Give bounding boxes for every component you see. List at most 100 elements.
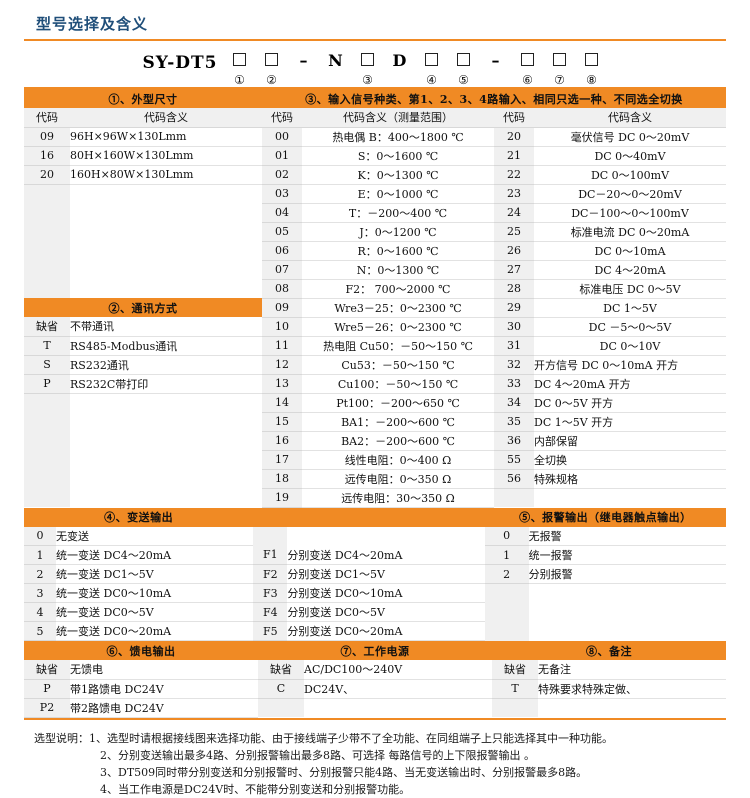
meaning-cell: 分别变送 DC0～20mA — [287, 621, 485, 641]
code-cell: 30 — [494, 317, 534, 337]
col-header-meaning: 代码含义 — [534, 108, 726, 128]
meaning-cell: AC/DC100～240V — [304, 660, 492, 680]
code-cell: 缺省 — [492, 660, 538, 680]
code-cell: 09 — [262, 298, 302, 318]
table-row: 03 E：0～1000 ℃ 23 DC－20～0～20mV — [24, 184, 726, 204]
code-cell: S — [24, 355, 70, 375]
table-row: 15 BA1：－200～600 ℃ 35 DC 1～5V 开方 — [24, 412, 726, 432]
meaning-cell: 统一报警 — [528, 545, 726, 565]
slot-number: ⑦ — [554, 73, 565, 87]
code-cell-empty — [24, 222, 70, 241]
code-cell: 07 — [262, 260, 302, 280]
code-cell: 2 — [484, 564, 529, 584]
model-code-slots: ① ② – N ③ D ④ ⑤ – ⑥ ⑦ ⑧ — [223, 51, 607, 87]
table-row: S RS232通讯 12 Cu53：－50～150 ℃ 32 开方信号 DC 0～10mA… — [24, 355, 726, 375]
bottom-rule — [24, 717, 726, 720]
code-cell: 04 — [262, 203, 302, 223]
meaning-cell-empty — [70, 222, 262, 241]
meaning-cell: Wre5－26：0～2300 ℃ — [302, 317, 494, 337]
meaning-cell: RS232通讯 — [70, 355, 262, 375]
meaning-cell: 标准电压 DC 0～5V — [534, 279, 726, 299]
meaning-cell: DC 0～5V 开方 — [534, 393, 726, 413]
meaning-cell: 分别变送 DC4～20mA — [287, 545, 485, 565]
model-code-line: SY-DT5 ① ② – N ③ D ④ ⑤ – ⑥ ⑦ ⑧ — [0, 51, 750, 87]
col-header-meaning: 代码含义（测量范围） — [302, 108, 494, 128]
hyphen-text: – — [299, 51, 308, 70]
code-cell: 31 — [494, 336, 534, 356]
spec-table-top: ①、外型尺寸 ③、输入信号种类、第1、2、3、4路输入、相同只选一种、不同选全切换… — [24, 89, 726, 508]
code-cell: 32 — [494, 355, 534, 375]
meaning-cell-empty — [528, 583, 726, 603]
meaning-cell: 96H×96W×130Lmm — [70, 127, 262, 147]
meaning-cell: Wre3－25：0～2300 ℃ — [302, 298, 494, 318]
code-cell: 17 — [262, 450, 302, 470]
meaning-cell: 无馈电 — [70, 660, 258, 680]
checkbox-icon — [424, 53, 438, 66]
code-cell: F4 — [253, 602, 288, 622]
table-row: 5 统一变送 DC0～20mA F5 分别变送 DC0～20mA — [24, 621, 726, 641]
meaning-cell: 统一变送 DC0～10mA — [56, 583, 254, 603]
note-item: 3、DT509同时带分别变送和分别报警时、分别报警只能4路、当无变送输出时、分别… — [100, 765, 588, 779]
code-cell: 27 — [494, 260, 534, 280]
code-cell: 缺省 — [258, 660, 304, 680]
meaning-cell: 统一变送 DC4～20mA — [56, 545, 254, 565]
note-item: 2、分别变送输出最多4路、分别报警输出最多8路、可选择 每路信号的上下限报警输出… — [100, 748, 535, 762]
code-cell: P — [24, 374, 70, 394]
meaning-cell: 远传电阻：30～350 Ω — [302, 488, 494, 508]
code-cell-empty — [258, 698, 304, 717]
page-title: 型号选择及含义 — [36, 15, 149, 33]
meaning-cell: 无变送 — [56, 526, 254, 546]
code-cell: 00 — [262, 127, 302, 147]
code-cell: 05 — [262, 222, 302, 242]
meaning-cell: 内部保留 — [534, 431, 726, 451]
meaning-cell: BA2：－200～600 ℃ — [302, 431, 494, 451]
slot-number: ③ — [362, 73, 373, 87]
slot-number: ① — [234, 73, 245, 87]
table-bottom-block: ⑥、馈电输出 ⑦、工作电源 ⑧、备注 缺省 无馈电 缺省 AC/DC100～240V 缺省 无备… — [24, 641, 726, 720]
code-cell: 26 — [494, 241, 534, 261]
code-cell: 16 — [24, 146, 70, 166]
table-row: 16 BA2：－200～600 ℃ 36 内部保留 — [24, 431, 726, 451]
code-cell-empty — [484, 621, 529, 641]
section-header-row: ①、外型尺寸 ③、输入信号种类、第1、2、3、4路输入、相同只选一种、不同选全切换 — [24, 89, 726, 108]
section-header-row: ④、变送输出 ⑤、报警输出（继电器触点输出） — [24, 507, 726, 527]
model-slot-10: ⑥ — [511, 51, 543, 87]
code-cell: 10 — [262, 317, 302, 337]
meaning-cell: 分别报警 — [528, 564, 726, 584]
table-row: 19 远传电阻：30～350 Ω — [24, 488, 726, 508]
table-row: P2 带2路馈电 DC24V — [24, 698, 726, 718]
meaning-cell: 统一变送 DC0～5V — [56, 602, 254, 622]
meaning-cell: 80H×160W×130Lmm — [70, 146, 262, 166]
meaning-cell-empty — [70, 241, 262, 260]
meaning-cell: DC 1～5V 开方 — [534, 412, 726, 432]
meaning-cell-empty — [70, 279, 262, 298]
meaning-cell: DC 4～20mA 开方 — [534, 374, 726, 394]
checkbox-icon — [360, 53, 374, 66]
code-cell: 0 — [24, 526, 56, 546]
table-row: P 带1路馈电 DC24V C DC24V、 T 特殊要求特殊定做、 — [24, 679, 726, 699]
meaning-cell: 远传电阻：0～350 Ω — [302, 469, 494, 489]
code-cell: 03 — [262, 184, 302, 204]
table-row: 18 远传电阻：0～350 Ω 56 特殊规格 — [24, 469, 726, 489]
code-cell: 23 — [494, 184, 534, 204]
meaning-cell: 特殊规格 — [534, 469, 726, 489]
meaning-cell: S：0～1600 ℃ — [302, 146, 494, 166]
model-separator: N — [319, 51, 351, 87]
model-separator: – — [479, 51, 511, 87]
code-cell: 25 — [494, 222, 534, 242]
meaning-cell-empty — [70, 450, 262, 469]
meaning-cell: T：－200～400 ℃ — [302, 203, 494, 223]
table-row: 2 统一变送 DC1～5V F2 分别变送 DC1～5V 2 分别报警 — [24, 564, 726, 584]
meaning-cell: 带1路馈电 DC24V — [70, 679, 258, 699]
checkbox-icon — [456, 53, 470, 66]
table-row: 06 R：0～1600 ℃ 26 DC 0～10mA — [24, 241, 726, 261]
model-separator: – — [287, 51, 319, 87]
meaning-cell: DC－100～0～100mV — [534, 203, 726, 223]
code-cell: 16 — [262, 431, 302, 451]
code-cell: 4 — [24, 602, 56, 622]
code-cell: 15 — [262, 412, 302, 432]
meaning-cell-empty — [528, 602, 726, 622]
meaning-cell: Cu100：－50～150 ℃ — [302, 374, 494, 394]
code-cell: 1 — [484, 545, 529, 565]
